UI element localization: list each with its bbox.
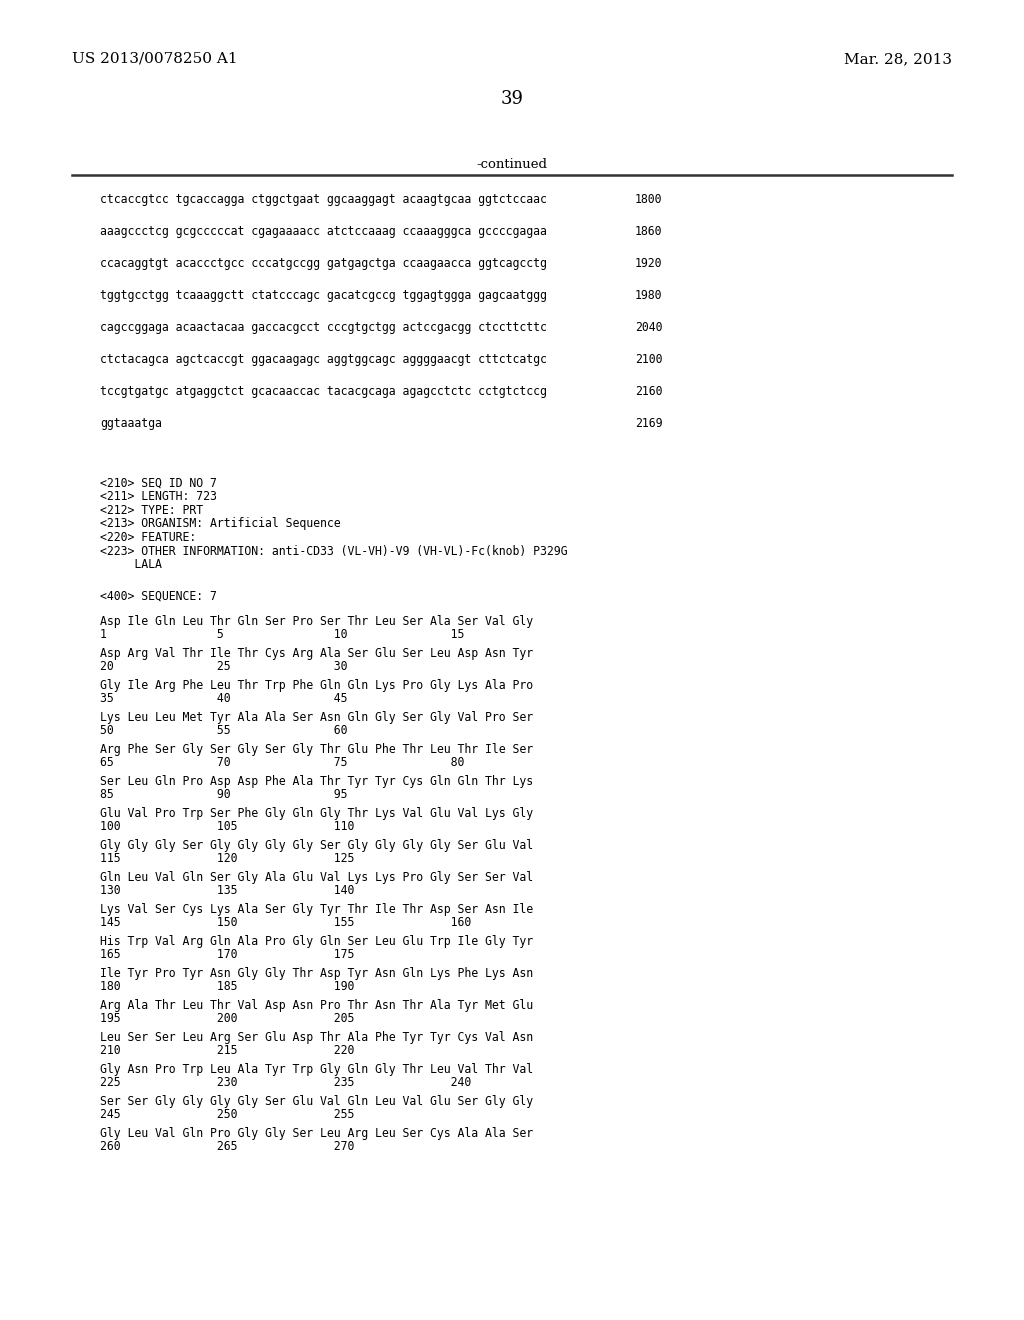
Text: tccgtgatgc atgaggctct gcacaaccac tacacgcaga agagcctctc cctgtctccg: tccgtgatgc atgaggctct gcacaaccac tacacgc… (100, 385, 547, 399)
Text: <210> SEQ ID NO 7: <210> SEQ ID NO 7 (100, 477, 217, 490)
Text: ctctacagca agctcaccgt ggacaagagc aggtggcagc aggggaacgt cttctcatgc: ctctacagca agctcaccgt ggacaagagc aggtggc… (100, 352, 547, 366)
Text: Gly Asn Pro Trp Leu Ala Tyr Trp Gly Gln Gly Thr Leu Val Thr Val: Gly Asn Pro Trp Leu Ala Tyr Trp Gly Gln … (100, 1064, 534, 1077)
Text: <213> ORGANISM: Artificial Sequence: <213> ORGANISM: Artificial Sequence (100, 517, 341, 531)
Text: Ser Ser Gly Gly Gly Gly Ser Glu Val Gln Leu Val Glu Ser Gly Gly: Ser Ser Gly Gly Gly Gly Ser Glu Val Gln … (100, 1096, 534, 1109)
Text: aaagccctcg gcgcccccat cgagaaaacc atctccaaag ccaaagggca gccccgagaa: aaagccctcg gcgcccccat cgagaaaacc atctcca… (100, 224, 547, 238)
Text: Gly Leu Val Gln Pro Gly Gly Ser Leu Arg Leu Ser Cys Ala Ala Ser: Gly Leu Val Gln Pro Gly Gly Ser Leu Arg … (100, 1127, 534, 1140)
Text: 20               25               30: 20 25 30 (100, 660, 347, 673)
Text: <223> OTHER INFORMATION: anti-CD33 (VL-VH)-V9 (VH-VL)-Fc(knob) P329G: <223> OTHER INFORMATION: anti-CD33 (VL-V… (100, 544, 567, 557)
Text: -continued: -continued (476, 158, 548, 172)
Text: Leu Ser Ser Leu Arg Ser Glu Asp Thr Ala Phe Tyr Tyr Cys Val Asn: Leu Ser Ser Leu Arg Ser Glu Asp Thr Ala … (100, 1031, 534, 1044)
Text: Asp Ile Gln Leu Thr Gln Ser Pro Ser Thr Leu Ser Ala Ser Val Gly: Asp Ile Gln Leu Thr Gln Ser Pro Ser Thr … (100, 615, 534, 628)
Text: 85               90               95: 85 90 95 (100, 788, 347, 801)
Text: 145              150              155              160: 145 150 155 160 (100, 916, 471, 929)
Text: 1800: 1800 (635, 193, 663, 206)
Text: Gly Ile Arg Phe Leu Thr Trp Phe Gln Gln Lys Pro Gly Lys Ala Pro: Gly Ile Arg Phe Leu Thr Trp Phe Gln Gln … (100, 680, 534, 693)
Text: 115              120              125: 115 120 125 (100, 853, 354, 866)
Text: Gly Gly Gly Ser Gly Gly Gly Gly Ser Gly Gly Gly Gly Ser Glu Val: Gly Gly Gly Ser Gly Gly Gly Gly Ser Gly … (100, 840, 534, 853)
Text: 39: 39 (501, 90, 523, 108)
Text: 165              170              175: 165 170 175 (100, 949, 354, 961)
Text: Ile Tyr Pro Tyr Asn Gly Gly Thr Asp Tyr Asn Gln Lys Phe Lys Asn: Ile Tyr Pro Tyr Asn Gly Gly Thr Asp Tyr … (100, 968, 534, 981)
Text: Lys Leu Leu Met Tyr Ala Ala Ser Asn Gln Gly Ser Gly Val Pro Ser: Lys Leu Leu Met Tyr Ala Ala Ser Asn Gln … (100, 711, 534, 725)
Text: His Trp Val Arg Gln Ala Pro Gly Gln Ser Leu Glu Trp Ile Gly Tyr: His Trp Val Arg Gln Ala Pro Gly Gln Ser … (100, 936, 534, 949)
Text: Asp Arg Val Thr Ile Thr Cys Arg Ala Ser Glu Ser Leu Asp Asn Tyr: Asp Arg Val Thr Ile Thr Cys Arg Ala Ser … (100, 648, 534, 660)
Text: 225              230              235              240: 225 230 235 240 (100, 1077, 471, 1089)
Text: 260              265              270: 260 265 270 (100, 1140, 354, 1154)
Text: Ser Leu Gln Pro Asp Asp Phe Ala Thr Tyr Tyr Cys Gln Gln Thr Lys: Ser Leu Gln Pro Asp Asp Phe Ala Thr Tyr … (100, 776, 534, 788)
Text: tggtgcctgg tcaaaggctt ctatcccagc gacatcgccg tggagtggga gagcaatggg: tggtgcctgg tcaaaggctt ctatcccagc gacatcg… (100, 289, 547, 302)
Text: Glu Val Pro Trp Ser Phe Gly Gln Gly Thr Lys Val Glu Val Lys Gly: Glu Val Pro Trp Ser Phe Gly Gln Gly Thr … (100, 808, 534, 821)
Text: 2100: 2100 (635, 352, 663, 366)
Text: <211> LENGTH: 723: <211> LENGTH: 723 (100, 491, 217, 503)
Text: 130              135              140: 130 135 140 (100, 884, 354, 898)
Text: 50               55               60: 50 55 60 (100, 725, 347, 738)
Text: 1980: 1980 (635, 289, 663, 302)
Text: 1860: 1860 (635, 224, 663, 238)
Text: ccacaggtgt acaccctgcc cccatgccgg gatgagctga ccaagaacca ggtcagcctg: ccacaggtgt acaccctgcc cccatgccgg gatgagc… (100, 257, 547, 271)
Text: 2040: 2040 (635, 321, 663, 334)
Text: 180              185              190: 180 185 190 (100, 981, 354, 994)
Text: LALA: LALA (100, 558, 162, 572)
Text: 100              105              110: 100 105 110 (100, 821, 354, 833)
Text: 2169: 2169 (635, 417, 663, 430)
Text: 1                5                10               15: 1 5 10 15 (100, 628, 464, 642)
Text: Mar. 28, 2013: Mar. 28, 2013 (844, 51, 952, 66)
Text: ggtaaatga: ggtaaatga (100, 417, 162, 430)
Text: 210              215              220: 210 215 220 (100, 1044, 354, 1057)
Text: ctcaccgtcc tgcaccagga ctggctgaat ggcaaggagt acaagtgcaa ggtctccaac: ctcaccgtcc tgcaccagga ctggctgaat ggcaagg… (100, 193, 547, 206)
Text: Gln Leu Val Gln Ser Gly Ala Glu Val Lys Lys Pro Gly Ser Ser Val: Gln Leu Val Gln Ser Gly Ala Glu Val Lys … (100, 871, 534, 884)
Text: cagccggaga acaactacaa gaccacgcct cccgtgctgg actccgacgg ctccttcttc: cagccggaga acaactacaa gaccacgcct cccgtgc… (100, 321, 547, 334)
Text: 65               70               75               80: 65 70 75 80 (100, 756, 464, 770)
Text: 195              200              205: 195 200 205 (100, 1012, 354, 1026)
Text: <220> FEATURE:: <220> FEATURE: (100, 531, 197, 544)
Text: Arg Phe Ser Gly Ser Gly Ser Gly Thr Glu Phe Thr Leu Thr Ile Ser: Arg Phe Ser Gly Ser Gly Ser Gly Thr Glu … (100, 743, 534, 756)
Text: 245              250              255: 245 250 255 (100, 1109, 354, 1122)
Text: 1920: 1920 (635, 257, 663, 271)
Text: US 2013/0078250 A1: US 2013/0078250 A1 (72, 51, 238, 66)
Text: Arg Ala Thr Leu Thr Val Asp Asn Pro Thr Asn Thr Ala Tyr Met Glu: Arg Ala Thr Leu Thr Val Asp Asn Pro Thr … (100, 999, 534, 1012)
Text: <400> SEQUENCE: 7: <400> SEQUENCE: 7 (100, 590, 217, 602)
Text: Lys Val Ser Cys Lys Ala Ser Gly Tyr Thr Ile Thr Asp Ser Asn Ile: Lys Val Ser Cys Lys Ala Ser Gly Tyr Thr … (100, 903, 534, 916)
Text: <212> TYPE: PRT: <212> TYPE: PRT (100, 504, 203, 517)
Text: 35               40               45: 35 40 45 (100, 693, 347, 705)
Text: 2160: 2160 (635, 385, 663, 399)
